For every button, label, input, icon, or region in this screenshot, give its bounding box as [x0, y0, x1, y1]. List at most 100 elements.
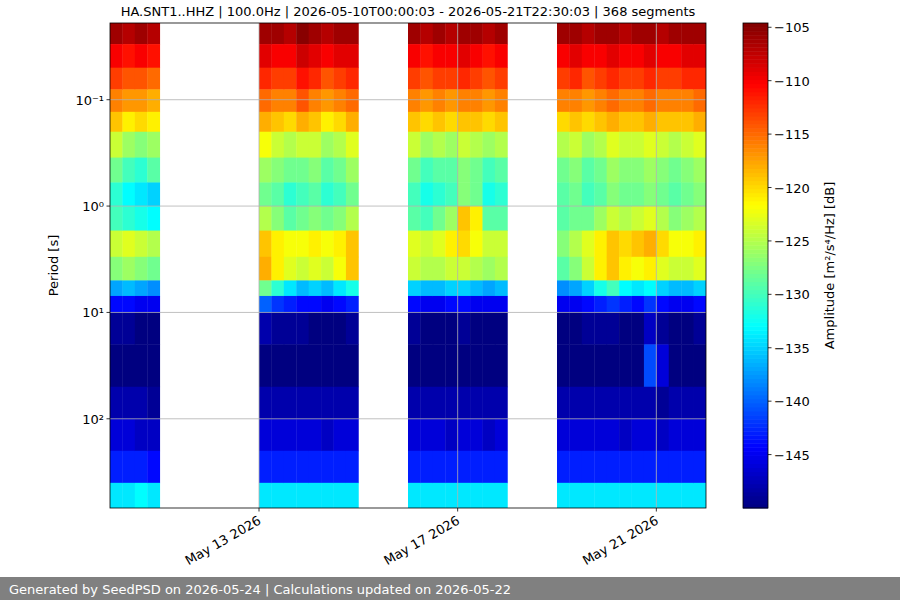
heatmap-cell [259, 132, 272, 158]
heatmap-cell [408, 182, 421, 206]
heatmap-cell [122, 344, 135, 387]
heatmap-cell [594, 89, 607, 112]
heatmap-cell [321, 206, 334, 231]
heatmap-cell [483, 280, 496, 296]
colorbar-swatch [743, 363, 768, 368]
colorbar-swatch [743, 164, 768, 169]
y-tick [107, 99, 111, 100]
colorbar-swatch [743, 23, 768, 28]
y-tick [107, 206, 111, 207]
heatmap-cell [445, 387, 458, 419]
heatmap-cell [346, 206, 359, 231]
colorbar-swatch [743, 464, 768, 469]
heatmap-cell [334, 451, 347, 483]
heatmap-cell [420, 312, 433, 344]
heatmap-cell [495, 344, 508, 387]
heatmap-cell [433, 158, 446, 183]
heatmap-cell [619, 44, 632, 68]
heatmap-cell [284, 257, 297, 281]
heatmap-cell [495, 483, 508, 508]
heatmap-cell [122, 257, 135, 281]
x-tick-label: May 21 2026 [580, 513, 661, 568]
heatmap-cell [619, 132, 632, 158]
heatmap-cell [135, 231, 148, 258]
heatmap-cell [445, 312, 458, 344]
heatmap-cell [569, 387, 582, 419]
heatmap-cell [321, 231, 334, 258]
heatmap-cell [619, 158, 632, 183]
heatmap-cell [122, 132, 135, 158]
colorbar-tick-label: −130 [774, 287, 810, 302]
heatmap-cell [681, 158, 694, 183]
heatmap-cell [122, 451, 135, 483]
heatmap-cell [433, 89, 446, 112]
heatmap-cell [669, 68, 682, 90]
heatmap-cell [321, 182, 334, 206]
grid-line-x [656, 23, 657, 508]
heatmap-cell [334, 206, 347, 231]
heatmap-cell [147, 280, 160, 296]
heatmap-cell [135, 344, 148, 387]
heatmap-cell [346, 344, 359, 387]
colorbar-swatch [743, 484, 768, 489]
footer-bar [0, 577, 900, 600]
heatmap-cell [470, 280, 483, 296]
heatmap-cell [334, 419, 347, 451]
heatmap-cell [669, 257, 682, 281]
heatmap-cell [309, 23, 322, 45]
colorbar-swatch [743, 286, 768, 291]
heatmap-cell [582, 296, 595, 313]
heatmap-cell [619, 280, 632, 296]
heatmap-cell [669, 387, 682, 419]
heatmap-cell [681, 280, 694, 296]
heatmap-cell [557, 231, 570, 258]
heatmap-cell [656, 158, 669, 183]
heatmap-cell [495, 257, 508, 281]
heatmap-cell [271, 419, 284, 451]
heatmap-cell [632, 206, 645, 231]
heatmap-cell [259, 296, 272, 313]
heatmap-cell [445, 344, 458, 387]
heatmap-cell [619, 296, 632, 313]
heatmap-cell [110, 231, 123, 258]
footer-text: Generated by SeedPSD on 2026-05-24 | Cal… [9, 582, 511, 597]
heatmap-cell [458, 451, 471, 483]
heatmap-cell [309, 419, 322, 451]
heatmap-cell [582, 483, 595, 508]
heatmap-cell [669, 44, 682, 68]
heatmap-cell [408, 419, 421, 451]
colorbar-swatch [743, 88, 768, 93]
heatmap-cell [433, 132, 446, 158]
heatmap-cell [445, 483, 458, 508]
heatmap-cell [445, 182, 458, 206]
colorbar-swatch [743, 148, 768, 153]
colorbar-swatch [743, 427, 768, 432]
heatmap-cell [135, 182, 148, 206]
heatmap-cell [147, 158, 160, 183]
heatmap-cell [259, 387, 272, 419]
heatmap-cell [694, 68, 706, 90]
heatmap-cell [656, 419, 669, 451]
heatmap-cell [458, 112, 471, 132]
colorbar-swatch [743, 415, 768, 420]
heatmap-cell [259, 231, 272, 258]
colorbar-swatch [743, 225, 768, 230]
grid-line-x [457, 23, 458, 508]
heatmap-cell [110, 344, 123, 387]
heatmap-cell [619, 387, 632, 419]
heatmap-cell [445, 89, 458, 112]
heatmap-cell [122, 23, 135, 45]
heatmap-cell [309, 231, 322, 258]
colorbar-swatch [743, 120, 768, 125]
heatmap-cell [309, 68, 322, 90]
heatmap-cell [259, 451, 272, 483]
heatmap-cell [656, 23, 669, 45]
heatmap-cell [408, 257, 421, 281]
colorbar-swatch [743, 128, 768, 133]
heatmap-cell [632, 44, 645, 68]
heatmap-cell [594, 296, 607, 313]
heatmap-cell [495, 68, 508, 90]
grid [110, 23, 706, 508]
heatmap-cell [470, 132, 483, 158]
heatmap-cell [284, 68, 297, 90]
